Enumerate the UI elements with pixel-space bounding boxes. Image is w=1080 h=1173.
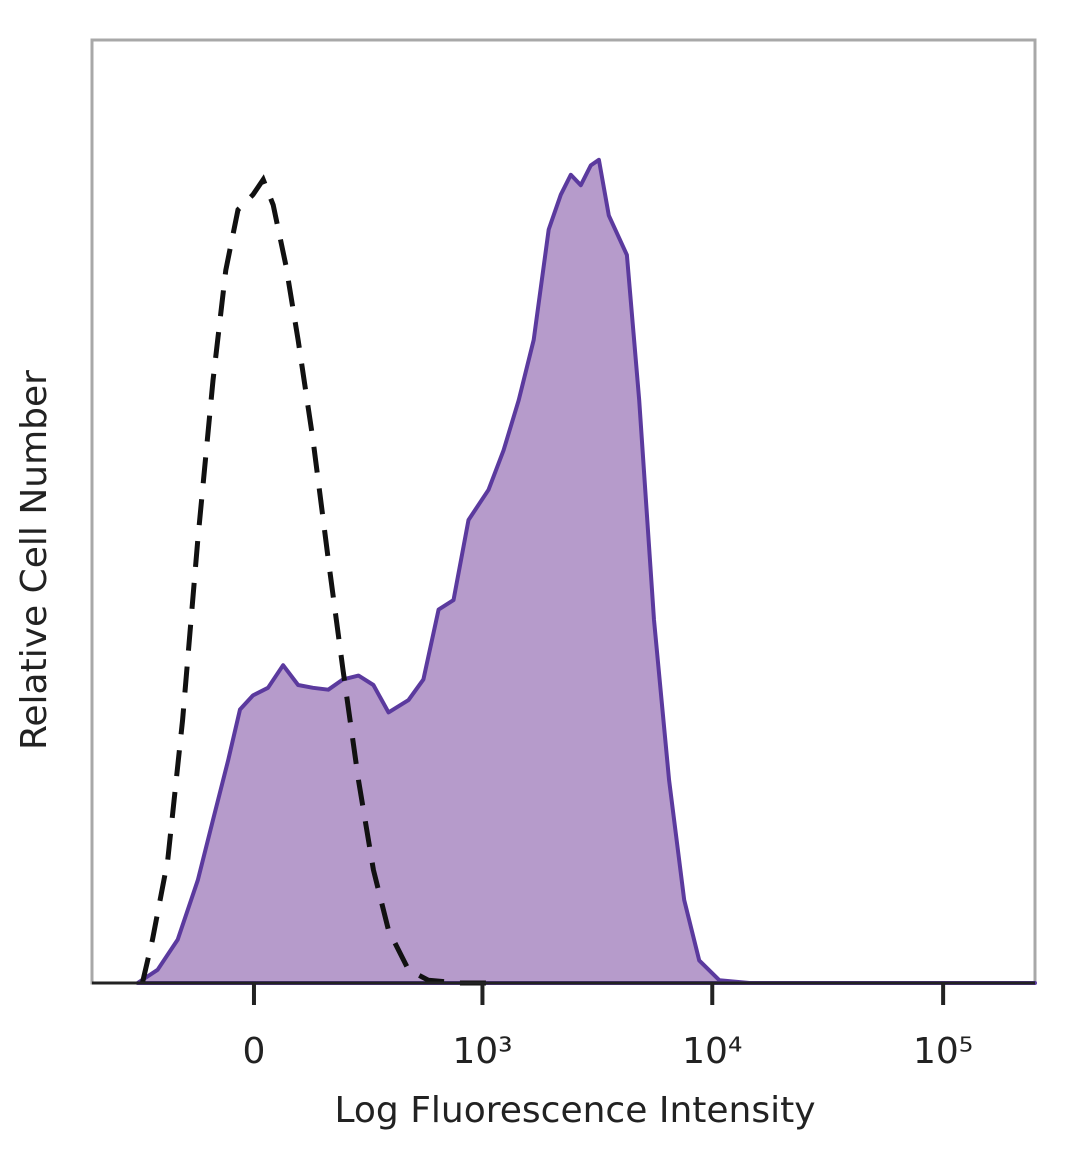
histogram-line [139, 174, 499, 986]
x-tick-label: 10⁴ [682, 1031, 742, 1072]
y-axis-label: Relative Cell Number [14, 370, 55, 750]
x-axis-label: Log Fluorescence Intensity [334, 1090, 815, 1131]
x-tick-label: 10⁵ [913, 1031, 973, 1072]
x-tick-label: 0 [243, 1031, 266, 1072]
histogram-area [135, 157, 1037, 985]
x-tick-label: 10³ [452, 1031, 512, 1072]
